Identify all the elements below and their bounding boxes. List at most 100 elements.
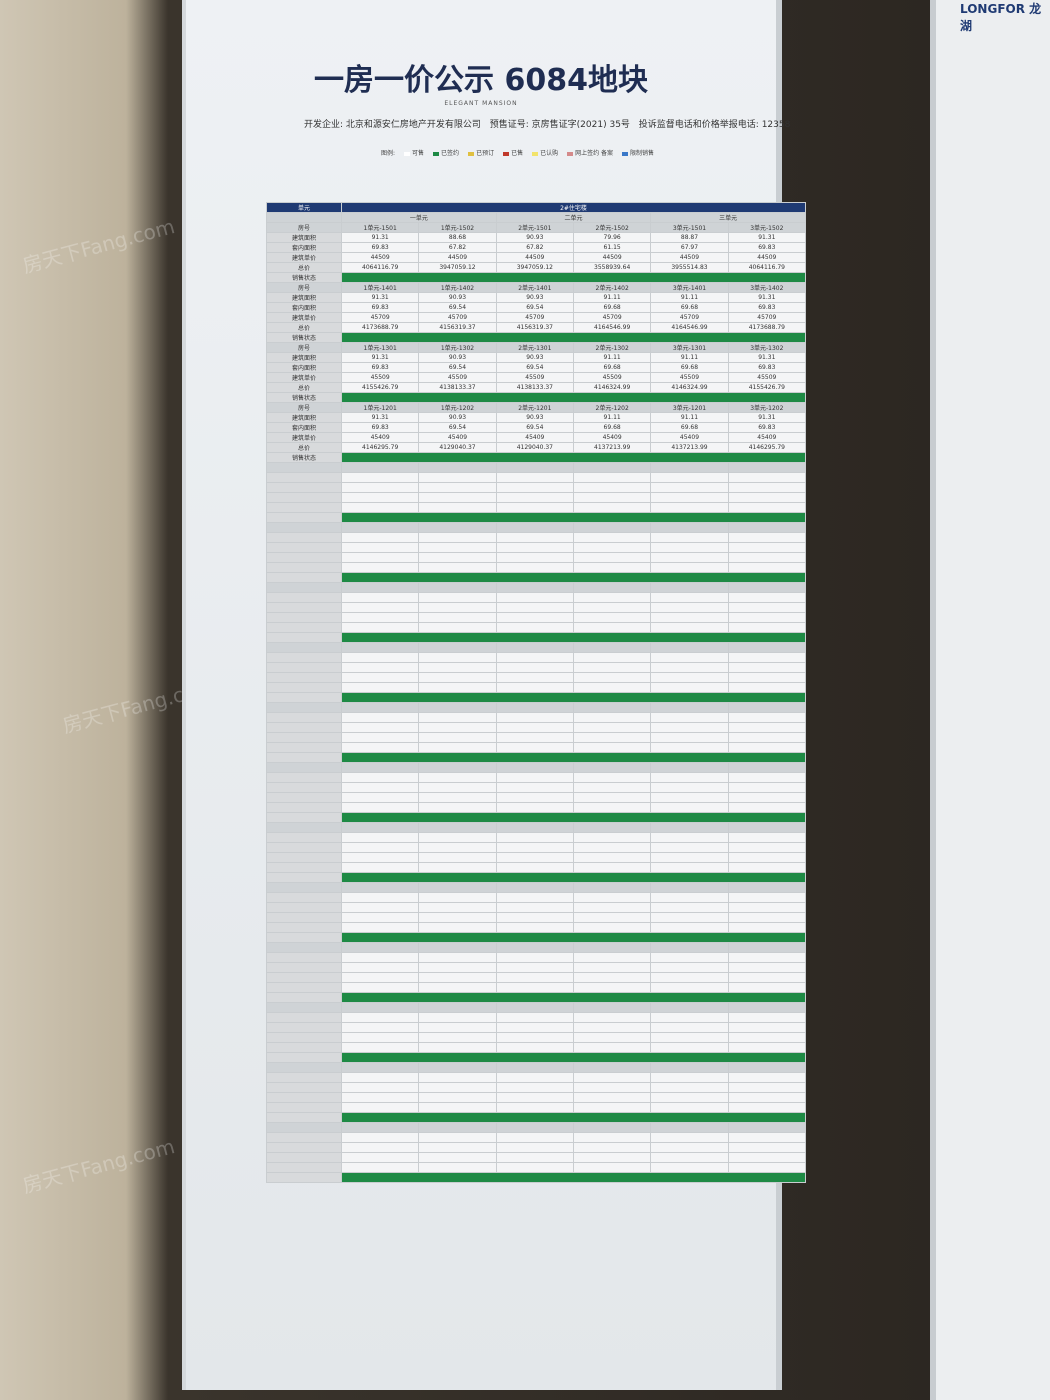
cell — [418, 922, 497, 933]
row-label — [266, 1162, 342, 1173]
blurred-row — [266, 842, 807, 853]
cell — [572, 1012, 652, 1023]
row-label — [266, 752, 342, 763]
cell: 69.68 — [650, 302, 729, 313]
row-label: 套内面积 — [266, 302, 342, 313]
cell — [650, 762, 729, 773]
row-label — [266, 702, 342, 713]
cell — [495, 1032, 574, 1043]
blurred-row — [266, 762, 807, 773]
data-row: 建筑单价 45709 45709 45709 45709 45709 45709 — [266, 312, 807, 323]
cell — [418, 1162, 497, 1173]
cell — [418, 742, 497, 753]
row-label — [266, 922, 342, 933]
row-label — [266, 542, 342, 553]
cell — [495, 792, 574, 803]
cell: 69.68 — [572, 362, 652, 373]
cell — [340, 672, 420, 683]
cell — [495, 942, 574, 953]
legend-text: 网上签约 备案 — [575, 150, 614, 157]
cell: 91.31 — [340, 352, 420, 363]
blurred-row — [266, 502, 807, 513]
data-row: 建筑单价 45509 45509 45509 45509 45509 45509 — [266, 372, 807, 383]
legend-swatch — [622, 151, 629, 156]
cell — [495, 1042, 574, 1053]
cell — [650, 852, 729, 863]
cell — [495, 1022, 574, 1033]
status-bar — [341, 812, 806, 823]
cell: 3558939.64 — [572, 262, 652, 273]
row-label — [266, 992, 342, 1003]
row-label — [266, 592, 342, 603]
cell: 69.83 — [340, 362, 420, 373]
cell: 69.54 — [418, 362, 497, 373]
row-label — [266, 692, 342, 703]
cell: 45709 — [340, 312, 420, 323]
cell: 45409 — [495, 432, 574, 443]
cell: 1单元-1402 — [418, 282, 497, 293]
cell: 69.54 — [495, 422, 574, 433]
blurred-row — [266, 702, 807, 713]
cell — [418, 942, 497, 953]
cell: 90.93 — [495, 292, 574, 303]
cell: 4137213.99 — [650, 442, 729, 453]
cell — [572, 712, 652, 723]
cell — [340, 612, 420, 623]
cell: 45509 — [572, 372, 652, 383]
cell — [572, 862, 652, 873]
cell — [495, 742, 574, 753]
status-bar — [341, 1172, 806, 1183]
blurred-row — [266, 752, 806, 763]
cell: 45409 — [418, 432, 497, 443]
cell — [727, 1132, 807, 1143]
cell: 88.87 — [650, 232, 729, 243]
cell — [340, 972, 420, 983]
cell: 3单元-1502 — [727, 222, 807, 233]
cell — [418, 802, 497, 813]
status-bar — [341, 272, 806, 283]
cell — [495, 462, 574, 473]
cell — [340, 1122, 420, 1133]
cell — [495, 852, 574, 863]
cell — [340, 782, 420, 793]
cell — [340, 532, 420, 543]
cell — [418, 682, 497, 693]
status-row: 销售状态 — [266, 332, 806, 343]
price-poster: 一房一价公示 6084地块 ELEGANT MANSION 开发企业: 北京和源… — [182, 0, 807, 1390]
cell — [650, 1032, 729, 1043]
cell: 4156319.37 — [418, 322, 497, 333]
cell: 4146295.79 — [340, 442, 420, 453]
cell — [418, 1152, 497, 1163]
status-bar — [341, 452, 806, 463]
data-row: 套内面积 69.83 69.54 69.54 69.68 69.68 69.83 — [266, 302, 807, 313]
row-label — [266, 742, 342, 753]
cell — [418, 602, 497, 613]
cell — [572, 842, 652, 853]
cell — [418, 732, 497, 743]
cell: 90.93 — [418, 412, 497, 423]
row-label — [266, 932, 342, 943]
cell — [650, 522, 729, 533]
cell — [727, 552, 807, 563]
row-label: 销售状态 — [266, 452, 342, 463]
cell: 91.11 — [650, 412, 729, 423]
cell: 4129040.37 — [495, 442, 574, 453]
cell: 4064116.79 — [727, 262, 807, 273]
blurred-row — [266, 492, 807, 503]
cell — [495, 662, 574, 673]
status-bar — [341, 392, 806, 403]
cell — [418, 1082, 497, 1093]
cell: 2单元-1301 — [495, 342, 574, 353]
blurred-row — [266, 922, 807, 933]
cell — [572, 1102, 652, 1113]
cell — [495, 1162, 574, 1173]
cell — [650, 802, 729, 813]
cell: 67.97 — [650, 242, 729, 253]
cell — [727, 542, 807, 553]
status-bar — [341, 572, 806, 583]
cell: 1单元-1401 — [340, 282, 420, 293]
cell — [418, 1062, 497, 1073]
cell — [495, 642, 574, 653]
cell — [340, 1162, 420, 1173]
